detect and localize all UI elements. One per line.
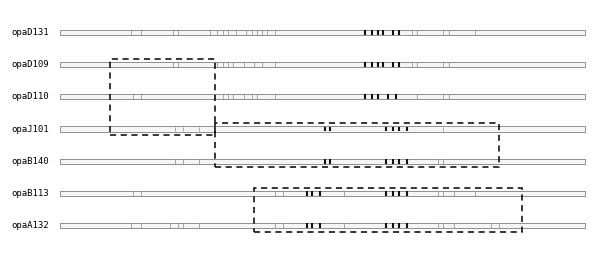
Bar (215, 123, 499, 167)
Bar (60, 191, 586, 196)
Bar (60, 30, 586, 35)
Text: opaB140: opaB140 (11, 157, 49, 166)
Bar (110, 59, 215, 135)
Text: opaD109: opaD109 (11, 60, 49, 69)
Bar (254, 188, 522, 232)
Bar (60, 126, 586, 132)
Bar (60, 62, 586, 67)
Text: opaB113: opaB113 (11, 189, 49, 198)
Text: opaJ101: opaJ101 (11, 125, 49, 133)
Text: opaA132: opaA132 (11, 221, 49, 230)
Text: opaD131: opaD131 (11, 28, 49, 37)
Bar (60, 223, 586, 228)
Text: opaD110: opaD110 (11, 92, 49, 101)
Bar (60, 159, 586, 164)
Bar (60, 94, 586, 99)
